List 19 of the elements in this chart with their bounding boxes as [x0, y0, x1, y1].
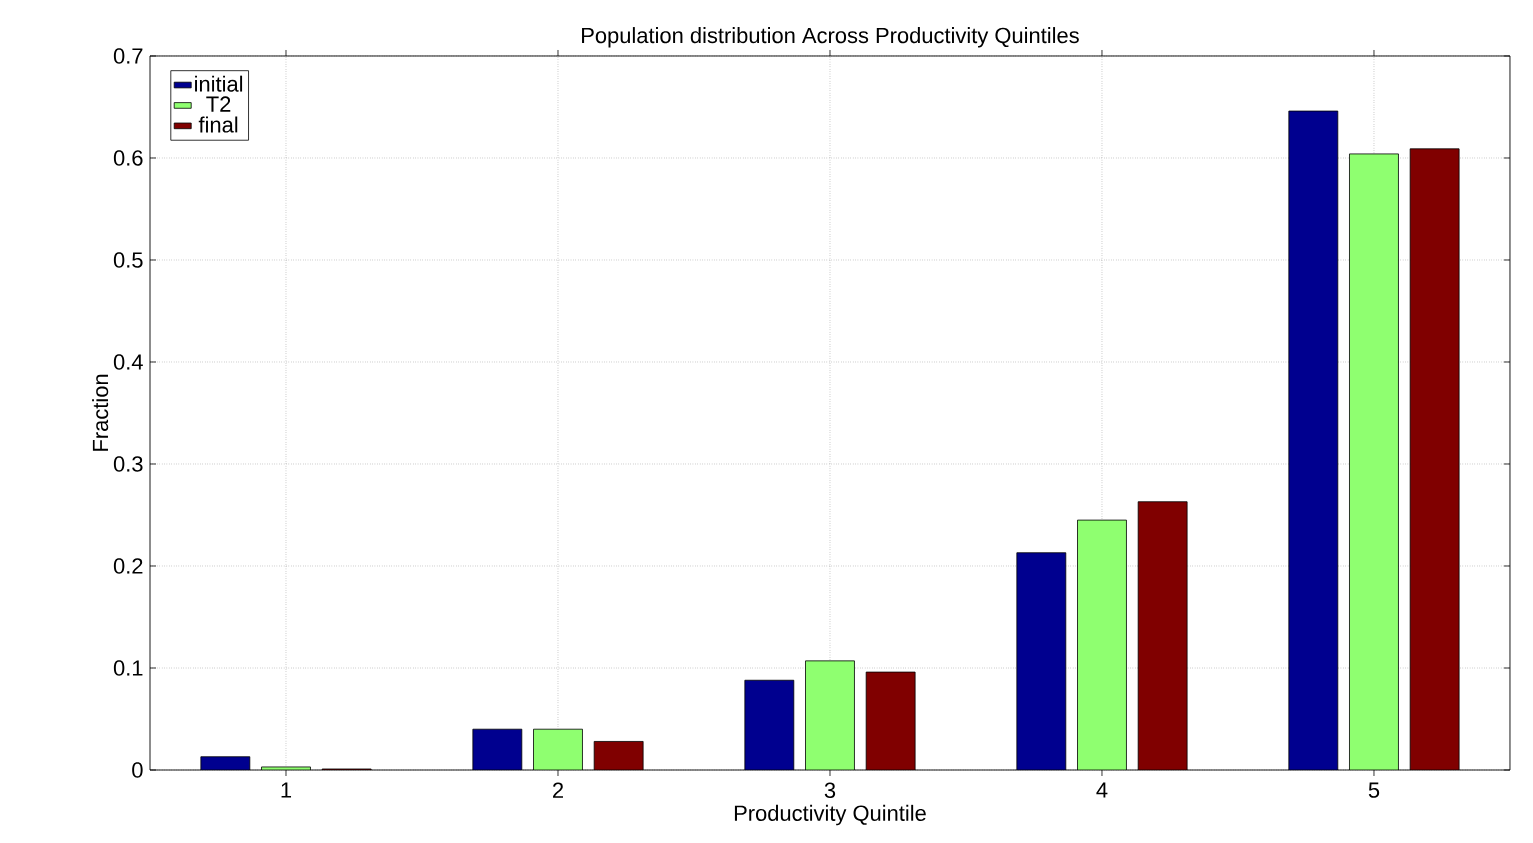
- chart-title: Population distribution Across Productivity Quintiles: [582, 27, 1079, 48]
- x-tick-label: 4: [1096, 782, 1108, 798]
- legend-label: final: [198, 116, 238, 133]
- y-tick-label: 0.2: [113, 558, 143, 574]
- legend-label: initial: [195, 75, 243, 92]
- y-tick-label: 0.3: [113, 456, 143, 472]
- x-tick-label: 3: [824, 782, 836, 799]
- y-tick-label: 0.4: [113, 354, 143, 370]
- y-tick-label: 0.7: [113, 48, 143, 64]
- y-tick-label: 0: [132, 762, 143, 778]
- x-axis-title: Productivity Quintile: [734, 804, 926, 826]
- x-tick-label: 2: [553, 782, 563, 798]
- x-tick-label: 1: [281, 782, 292, 798]
- y-tick-label: 0.1: [113, 660, 143, 676]
- y-tick-label: 0.5: [113, 252, 143, 268]
- x-tick-label: 5: [1368, 782, 1380, 798]
- y-axis-title: Fraction: [92, 374, 109, 451]
- legend-label: T2: [206, 96, 231, 112]
- y-tick-label: 0.6: [113, 150, 143, 166]
